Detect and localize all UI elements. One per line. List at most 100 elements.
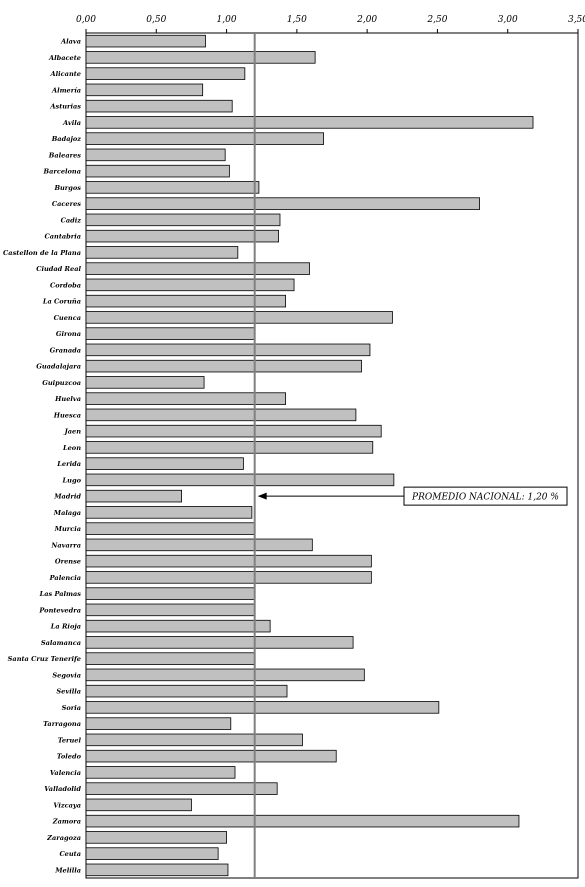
bar xyxy=(85,99,233,113)
category-label: Lerida xyxy=(56,460,81,468)
category-label: Madrid xyxy=(53,493,81,501)
bar xyxy=(85,343,371,357)
category-label: Melilla xyxy=(54,866,81,874)
category-label: Castellon de la Plana xyxy=(3,249,81,257)
bar xyxy=(85,327,256,340)
reference-annotation: PROMEDIO NACIONAL: 1,20 % xyxy=(253,33,568,878)
bar xyxy=(85,831,227,844)
category-label: Granada xyxy=(50,346,81,354)
category-label: Toledo xyxy=(57,753,82,761)
bar xyxy=(85,311,393,324)
category-label: Orense xyxy=(55,558,81,566)
bar xyxy=(85,229,279,243)
x-tick-label: 3,00 xyxy=(498,15,518,25)
bar xyxy=(85,749,337,763)
bar xyxy=(85,51,316,64)
category-label: Baleares xyxy=(48,151,81,159)
bar xyxy=(85,116,534,129)
category-label: Jaen xyxy=(63,428,82,436)
category-label: Girona xyxy=(56,330,81,338)
bar xyxy=(85,619,271,633)
category-label: Almería xyxy=(51,86,81,94)
category-label: Alava xyxy=(60,38,81,46)
category-label: Cuenca xyxy=(54,314,81,322)
bar xyxy=(85,197,481,210)
category-label: Zaragoza xyxy=(46,834,81,842)
category-label: Pontevedra xyxy=(38,606,81,614)
category-label: Vizcaya xyxy=(53,801,81,809)
category-label: Salamanca xyxy=(41,639,81,647)
category-label: Santa Cruz Tenerife xyxy=(8,655,81,663)
bar xyxy=(85,148,226,162)
category-label: Badajoz xyxy=(51,135,82,143)
category-label: Cadiz xyxy=(61,216,82,224)
category-label: Segovia xyxy=(52,671,81,679)
bar xyxy=(85,538,313,552)
bar xyxy=(85,34,206,48)
bar xyxy=(85,441,374,454)
category-label: Las Palmas xyxy=(39,590,82,598)
bar xyxy=(85,587,256,600)
bar xyxy=(85,522,256,535)
category-label: Asturias xyxy=(49,103,81,111)
category-label: Cantabria xyxy=(45,233,82,241)
bar xyxy=(85,701,440,714)
bar xyxy=(85,294,287,308)
bar xyxy=(85,67,246,80)
bar xyxy=(85,376,205,389)
bar xyxy=(85,668,365,682)
bar xyxy=(85,392,287,405)
category-label: Lugo xyxy=(62,476,82,484)
bar xyxy=(85,733,303,747)
bar xyxy=(85,717,232,730)
bar xyxy=(85,684,288,698)
x-tick-label: 0,00 xyxy=(76,15,96,25)
bar xyxy=(85,359,362,373)
bar xyxy=(85,506,253,519)
category-label: Teruel xyxy=(58,736,82,744)
category-label: La Rioja xyxy=(50,623,81,631)
bar xyxy=(85,554,372,568)
category-label: Soria xyxy=(62,704,81,712)
bar xyxy=(85,278,295,292)
bar xyxy=(85,164,230,178)
bar xyxy=(85,83,204,97)
bars-group xyxy=(85,34,534,877)
bar xyxy=(85,246,239,259)
bar xyxy=(85,847,219,860)
category-label: Tarragona xyxy=(43,720,81,728)
x-tick-label: 1,00 xyxy=(217,15,237,25)
category-label: Caceres xyxy=(52,200,81,208)
x-tick-label: 2,50 xyxy=(426,15,447,25)
bar xyxy=(85,473,395,487)
bar xyxy=(85,863,229,877)
x-tick-label: 1,50 xyxy=(287,15,307,25)
category-label: Leon xyxy=(62,444,81,452)
bar xyxy=(85,814,520,828)
bar xyxy=(85,181,260,194)
bar xyxy=(85,408,357,422)
category-label: Ceuta xyxy=(59,850,81,858)
category-label: Huesca xyxy=(53,411,81,419)
bar xyxy=(85,636,354,649)
annotation-label: PROMEDIO NACIONAL: 1,20 % xyxy=(411,492,559,502)
bar xyxy=(85,766,236,779)
bar xyxy=(85,652,256,665)
category-label: Navarra xyxy=(50,541,81,549)
bar xyxy=(85,571,372,584)
category-label: Guadalajara xyxy=(36,363,81,371)
bar xyxy=(85,424,382,438)
bar xyxy=(85,489,182,503)
category-labels: Alava Albacete Alicante Almería Asturias Avil… xyxy=(3,38,82,875)
category-label: Avila xyxy=(62,119,81,127)
x-axis: 0,00 0,50 1,00 1,50 2,00 2,50 3,00 3,50 xyxy=(76,15,585,33)
category-label: Sevilla xyxy=(56,688,81,696)
x-tick-label: 3,50 xyxy=(568,15,585,25)
bar xyxy=(85,603,256,617)
category-label: Albacete xyxy=(48,54,81,62)
bar xyxy=(85,262,310,275)
annotation-arrowhead xyxy=(257,492,267,500)
category-label: Palencia xyxy=(49,574,81,582)
x-tick-label: 2,00 xyxy=(356,15,377,25)
category-label: Murcia xyxy=(54,525,81,533)
